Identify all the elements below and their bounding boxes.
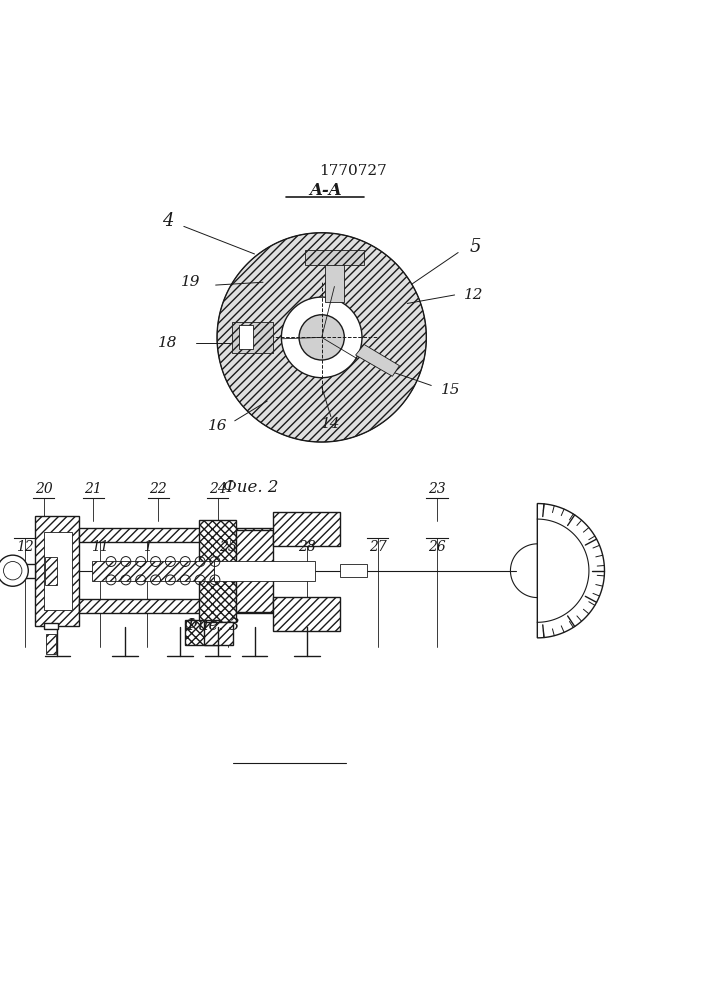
Bar	[305, 250, 364, 265]
Text: 18: 18	[158, 336, 177, 350]
Bar	[232, 322, 273, 353]
Text: 16: 16	[208, 419, 228, 433]
Text: 5: 5	[469, 238, 481, 256]
Bar	[185, 620, 219, 645]
Bar	[13, 564, 35, 578]
Text: A-A: A-A	[309, 182, 341, 199]
Polygon shape	[356, 344, 399, 376]
Text: 22: 22	[149, 482, 168, 496]
Text: 12: 12	[16, 540, 34, 554]
Polygon shape	[537, 504, 604, 638]
Bar	[3, 558, 13, 583]
Text: 15: 15	[441, 383, 461, 397]
Text: Фuе. 2: Фuе. 2	[223, 479, 279, 496]
Text: 4: 4	[162, 212, 173, 230]
Bar	[79, 528, 320, 542]
Bar	[79, 599, 320, 613]
Text: 28: 28	[298, 540, 316, 554]
Text: Фuе. 3: Фuе. 3	[185, 617, 240, 634]
Bar	[325, 260, 344, 302]
Circle shape	[0, 555, 28, 586]
Polygon shape	[217, 233, 426, 442]
Bar	[214, 561, 315, 581]
Bar	[44, 532, 72, 610]
Text: 25: 25	[218, 540, 237, 554]
Bar	[340, 564, 367, 577]
Text: 1: 1	[143, 540, 151, 554]
Text: 19: 19	[181, 275, 201, 289]
Circle shape	[281, 297, 362, 378]
Circle shape	[299, 315, 344, 360]
Bar	[46, 634, 56, 654]
Text: 26: 26	[428, 540, 446, 554]
Circle shape	[4, 562, 22, 580]
Bar	[239, 325, 253, 349]
Text: 21: 21	[84, 482, 103, 496]
Text: 24: 24	[209, 482, 227, 496]
Bar	[45, 557, 57, 585]
Bar	[273, 512, 340, 546]
Text: 20: 20	[35, 482, 53, 496]
Text: 11: 11	[91, 540, 110, 554]
Text: 1770727: 1770727	[320, 164, 387, 178]
Bar	[204, 622, 233, 645]
Bar	[199, 520, 236, 622]
Bar	[273, 597, 340, 631]
Text: 23: 23	[428, 482, 446, 496]
Bar	[92, 561, 214, 581]
Text: 12: 12	[464, 288, 484, 302]
Text: 14: 14	[321, 417, 341, 431]
Bar	[35, 516, 79, 626]
Text: 27: 27	[368, 540, 387, 554]
Bar	[44, 623, 58, 629]
Bar	[236, 530, 273, 612]
